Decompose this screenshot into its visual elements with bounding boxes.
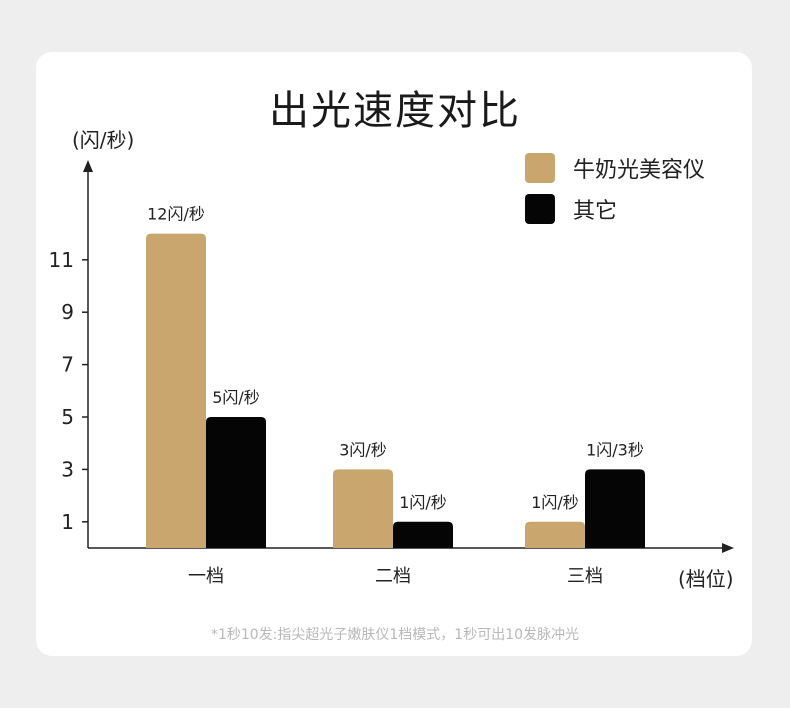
bar <box>393 521 453 548</box>
y-tick-label: 9 <box>61 300 74 324</box>
x-tick-label: 二档 <box>375 566 411 587</box>
data-label: 5闪/秒 <box>212 388 260 407</box>
bar <box>206 417 266 548</box>
data-label: 1闪/秒 <box>399 493 447 512</box>
x-tick-label: 一档 <box>188 566 224 587</box>
y-tick-label: 1 <box>61 510 74 534</box>
bar <box>333 469 393 548</box>
legend-swatch-series-2 <box>525 194 555 224</box>
legend-item-series-1: 牛奶光美容仪 <box>525 152 705 184</box>
legend-label-series-2: 其它 <box>573 199 618 224</box>
data-label: 12闪/秒 <box>147 205 205 224</box>
legend-item-series-2: 其它 <box>525 193 617 225</box>
y-tick-label: 11 <box>49 248 74 272</box>
y-axis-label: (闪/秒) <box>72 128 135 152</box>
x-axis-arrow <box>722 543 734 553</box>
y-tick-label: 7 <box>61 353 74 377</box>
y-tick-label: 3 <box>61 457 74 481</box>
legend-swatch-series-1 <box>525 153 555 183</box>
bar <box>146 233 206 548</box>
data-label: 1闪/秒 <box>531 493 579 512</box>
bar <box>585 469 645 548</box>
y-axis-arrow <box>83 160 93 172</box>
x-tick-label: 三档 <box>567 566 603 587</box>
legend-label-series-1: 牛奶光美容仪 <box>573 158 706 183</box>
x-axis-label: (档位) <box>678 567 734 591</box>
y-tick-label: 5 <box>61 405 74 429</box>
bar <box>525 521 585 548</box>
data-label: 3闪/秒 <box>339 440 387 459</box>
chart-title: 出光速度对比 <box>269 88 521 134</box>
footnote: *1秒10发:指尖超光子嫩肤仪1档模式，1秒可出10发脉冲光 <box>210 627 580 643</box>
data-label: 1闪/3秒 <box>586 440 644 459</box>
